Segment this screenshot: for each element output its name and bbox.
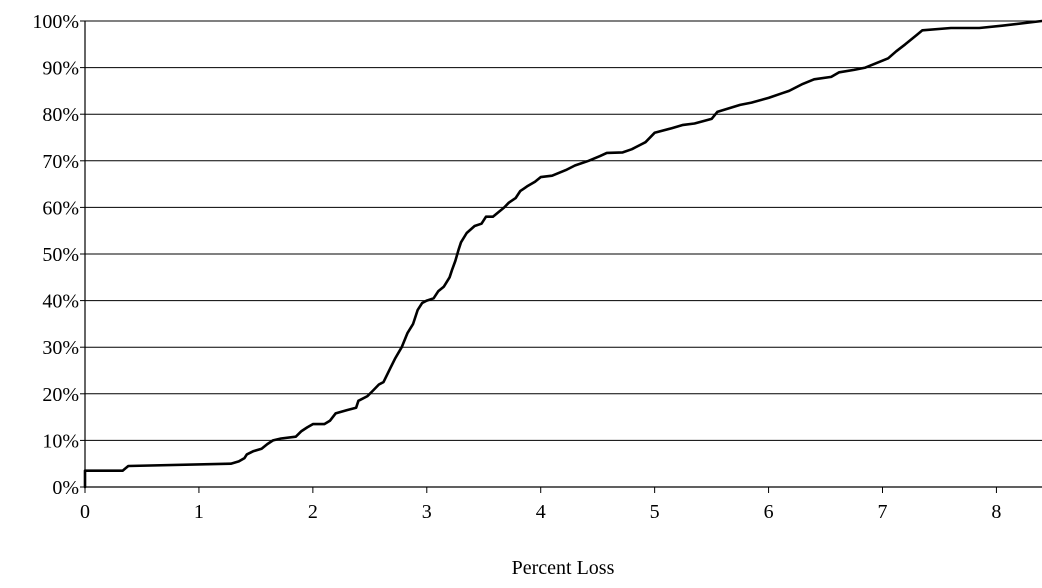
x-tick-label-5: 5 <box>650 501 660 523</box>
y-tick-label-40: 40% <box>42 291 79 313</box>
y-tick-label-10: 10% <box>42 430 79 452</box>
y-tick-labels: 0% 10% 20% 30% 40% 50% 60% 70% 80% 90% 100% <box>32 11 79 499</box>
gridlines <box>85 20 1042 441</box>
x-tick-label-7: 7 <box>878 501 888 523</box>
y-tick-label-100: 100% <box>32 11 79 33</box>
y-tick-label-30: 30% <box>42 337 79 359</box>
x-tick-label-3: 3 <box>422 501 432 523</box>
series <box>83 19 1042 489</box>
y-tick-label-60: 60% <box>42 197 79 219</box>
x-tick-label-0: 0 <box>80 501 90 523</box>
x-tick-label-8: 8 <box>991 501 1001 523</box>
x-tick-label-6: 6 <box>764 501 774 523</box>
x-tick-labels: 0 1 2 3 4 5 6 7 8 <box>80 501 1001 523</box>
x-tick-label-2: 2 <box>308 501 318 523</box>
y-tick-label-80: 80% <box>42 104 79 126</box>
x-axis-title: Percent Loss <box>512 557 615 579</box>
y-tick-label-50: 50% <box>42 244 79 266</box>
x-tick-label-1: 1 <box>194 501 204 523</box>
y-tick-label-90: 90% <box>42 58 79 80</box>
x-tick-label-4: 4 <box>536 501 546 523</box>
series-line-0 <box>83 19 1042 489</box>
y-tick-label-0: 0% <box>52 477 79 499</box>
y-tick-label-70: 70% <box>42 151 79 173</box>
y-tick-label-20: 20% <box>42 384 79 406</box>
axes <box>80 20 1042 493</box>
